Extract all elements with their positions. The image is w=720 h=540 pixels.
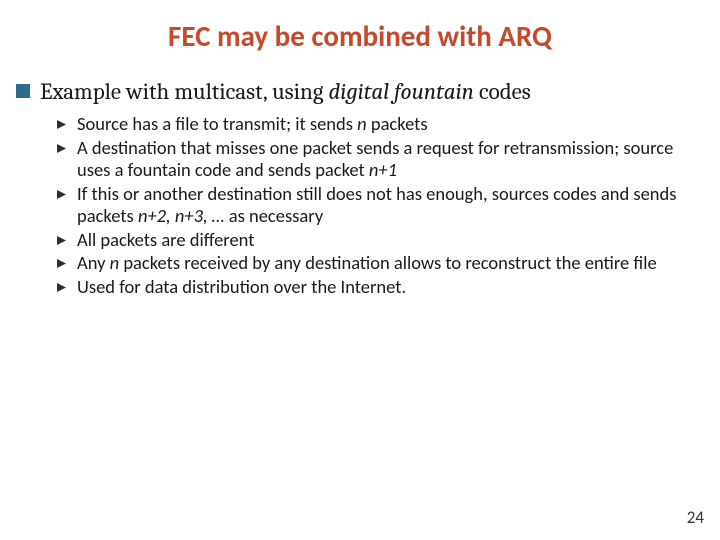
- sub-bullet-list: Source has a file to transmit; it sends …: [0, 113, 720, 299]
- italic-segment: n+2, n+3, …: [138, 204, 225, 227]
- text-segment: Any: [77, 251, 110, 274]
- italic-segment: n+1: [369, 158, 397, 181]
- text-segment: packets: [367, 112, 428, 135]
- sub-bullet-text: If this or another destination still doe…: [77, 183, 692, 228]
- sub-bullet-text: Any n packets received by any destinatio…: [77, 252, 657, 275]
- sub-bullet-text: Source has a file to transmit; it sends …: [77, 113, 428, 136]
- main-bullet-post: codes: [474, 78, 531, 105]
- sub-bullet-text: A destination that misses one packet sen…: [77, 137, 692, 182]
- main-bullet-text: Example with multicast, using digital fo…: [40, 78, 531, 105]
- slide-title: FEC may be combined with ARQ: [0, 0, 720, 78]
- sub-bullet-text: Used for data distribution over the Inte…: [77, 276, 406, 299]
- main-bullet-italic: digital fountain: [328, 78, 473, 105]
- triangle-bullet-icon: [56, 235, 67, 246]
- triangle-bullet-icon: [56, 258, 67, 269]
- page-number: 24: [687, 507, 704, 528]
- sub-bullet: A destination that misses one packet sen…: [56, 137, 692, 182]
- main-bullet-pre: Example with multicast, using: [40, 78, 328, 105]
- text-segment: Used for data distribution over the Inte…: [77, 275, 406, 298]
- sub-bullet-text: All packets are different: [77, 229, 254, 252]
- sub-bullet: Any n packets received by any destinatio…: [56, 252, 692, 275]
- italic-segment: n: [110, 251, 120, 274]
- sub-bullet: If this or another destination still doe…: [56, 183, 692, 228]
- text-segment: as necessary: [225, 204, 324, 227]
- text-segment: Source has a file to transmit; it sends: [77, 112, 357, 135]
- sub-bullet: All packets are different: [56, 229, 692, 252]
- sub-bullet: Source has a file to transmit; it sends …: [56, 113, 692, 136]
- triangle-bullet-icon: [56, 189, 67, 200]
- main-bullet: Example with multicast, using digital fo…: [0, 78, 720, 105]
- italic-segment: n: [357, 112, 367, 135]
- text-segment: All packets are different: [77, 228, 254, 251]
- sub-bullet: Used for data distribution over the Inte…: [56, 276, 692, 299]
- triangle-bullet-icon: [56, 282, 67, 293]
- triangle-bullet-icon: [56, 119, 67, 130]
- triangle-bullet-icon: [56, 143, 67, 154]
- text-segment: packets received by any destination allo…: [119, 251, 657, 274]
- square-bullet-icon: [16, 84, 30, 98]
